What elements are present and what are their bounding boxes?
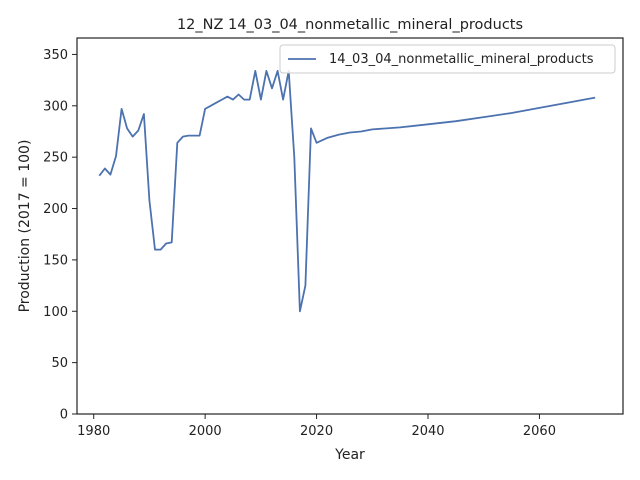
y-axis-ticks: 0 50 100 150 200 250 300 350 (43, 48, 77, 423)
x-tick-label-2020: 2020 (300, 424, 333, 439)
y-tick-label-300: 300 (43, 99, 68, 114)
legend: 14_03_04_nonmetallic_mineral_products (279, 44, 616, 74)
y-tick-label-200: 200 (43, 202, 68, 217)
y-tick-label-150: 150 (43, 253, 68, 268)
y-tick-label-50: 50 (51, 356, 68, 371)
plot-frame (76, 37, 624, 415)
y-axis-label: Production (2017 = 100) (17, 140, 33, 313)
x-tick-label-1980: 1980 (77, 424, 110, 439)
series-line-0 (98, 70, 596, 313)
legend-label: 14_03_04_nonmetallic_mineral_products (329, 52, 594, 67)
x-axis-ticks: 1980 2000 2020 2040 2060 (77, 414, 556, 439)
x-tick-label-2040: 2040 (411, 424, 444, 439)
y-tick-label-250: 250 (43, 151, 68, 166)
x-axis-label: Year (334, 447, 365, 463)
x-tick-label-2060: 2060 (523, 424, 556, 439)
y-tick-label-100: 100 (43, 305, 68, 320)
y-tick-label-0: 0 (60, 408, 68, 423)
chart-title: 12_NZ 14_03_04_nonmetallic_mineral_produ… (177, 17, 523, 33)
x-tick-label-2000: 2000 (189, 424, 222, 439)
legend-box (279, 44, 616, 74)
plot-lines (98, 70, 596, 313)
y-tick-label-350: 350 (43, 48, 68, 63)
